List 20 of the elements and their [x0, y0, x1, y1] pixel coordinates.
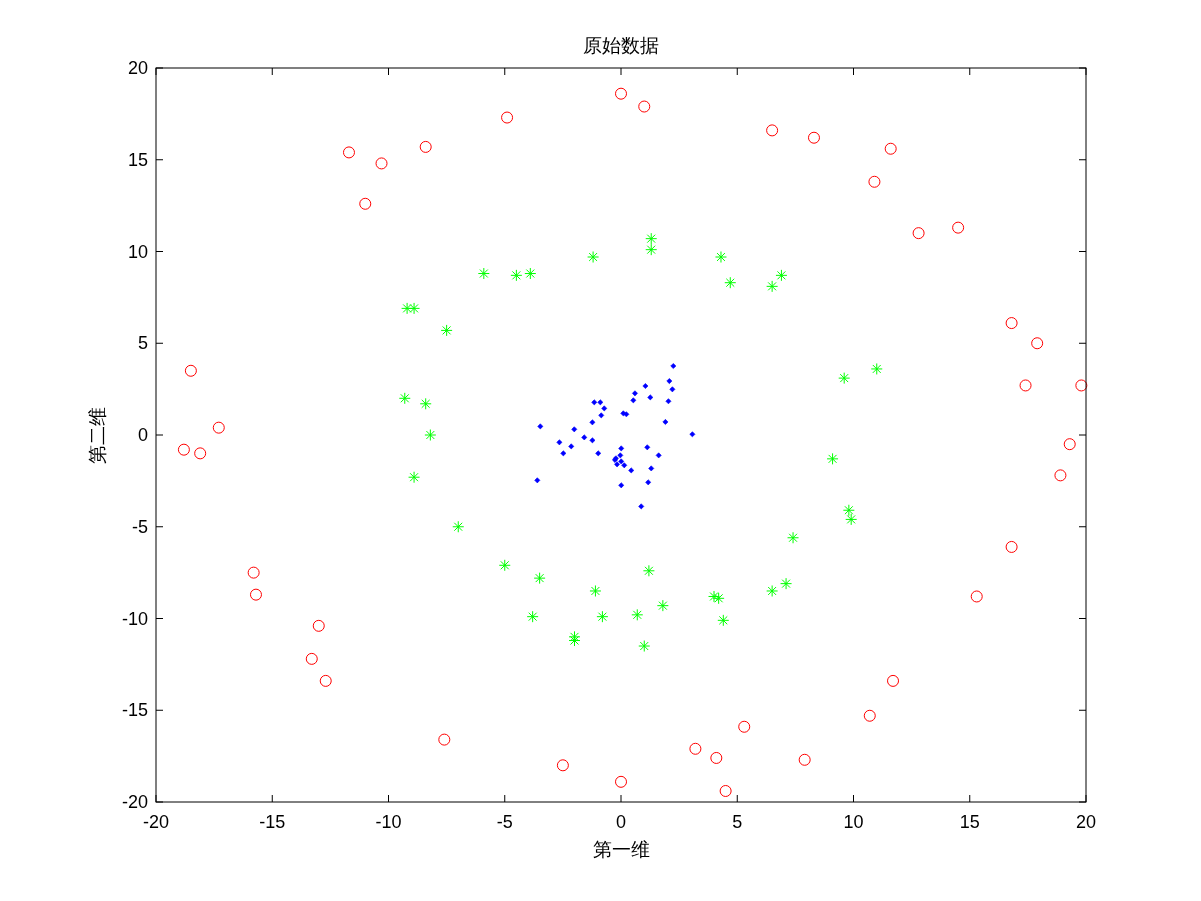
y-tick-label: -15 — [121, 700, 148, 721]
x-tick-label: -15 — [259, 812, 286, 832]
y-tick-label: 5 — [137, 333, 148, 354]
x-tick-label: -10 — [375, 812, 402, 832]
x-tick-label: 20 — [1075, 812, 1097, 832]
y-tick-label: -5 — [131, 516, 148, 537]
chart-title: 原始数据 — [583, 35, 659, 56]
x-tick-label: 5 — [732, 812, 743, 832]
y-tick-label: 20 — [127, 58, 148, 78]
x-axis-title: 第一维 — [592, 839, 650, 860]
y-tick-label: -20 — [121, 792, 148, 812]
y-tick-label: 10 — [127, 241, 148, 262]
x-tick-label: 15 — [959, 812, 980, 832]
y-tick-label: 0 — [137, 425, 148, 445]
y-tick-label: -10 — [121, 608, 148, 629]
x-tick-label: -5 — [496, 812, 513, 832]
x-tick-label: 0 — [615, 812, 627, 832]
y-axis-title: 第二维 — [87, 406, 108, 464]
y-tick-label: 15 — [127, 149, 148, 170]
x-tick-label: 10 — [843, 812, 864, 832]
